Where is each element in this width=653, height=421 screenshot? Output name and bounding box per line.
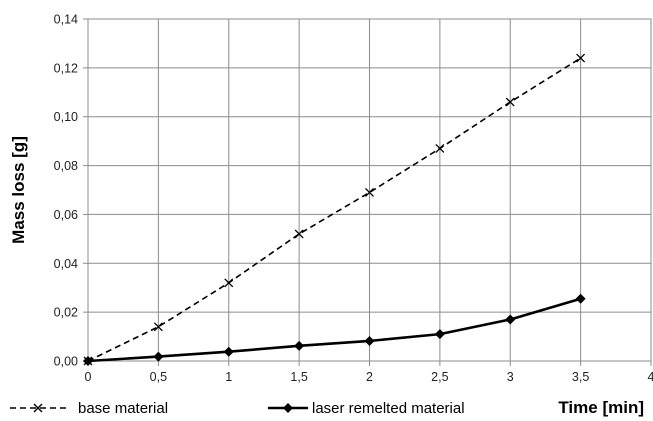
legend-item-base-material: base material (10, 400, 168, 417)
data-point-laser-remelted-material (83, 356, 93, 366)
marker-x-stroke (294, 229, 304, 239)
marker-x-stroke (224, 278, 234, 288)
x-tick-label: 0,5 (150, 370, 167, 384)
data-point-base-material (224, 278, 234, 288)
y-tick-label: 0,06 (54, 208, 78, 222)
data-point-laser-remelted-material (223, 346, 234, 357)
data-point-laser-remelted-material (153, 351, 164, 362)
y-tick-label: 0,10 (54, 110, 78, 124)
series-base-material (83, 53, 586, 366)
y-axis-tick-labels: 0,00 0,02 0,04 0,06 0,08 0,10 0,12 0,14 (54, 13, 78, 369)
marker-x-stroke (365, 187, 374, 197)
y-axis-title: Mass loss [g] (9, 136, 28, 244)
marker-x-stroke (153, 322, 163, 332)
chart-legend: base material laser remelted material (10, 400, 465, 417)
legend-item-laser-remelted-material: laser remelted material (268, 400, 465, 417)
legend-marker-laser-remelted-material (283, 403, 293, 413)
data-point-laser-remelted-material (434, 329, 445, 340)
chart-grid (83, 18, 652, 366)
x-tick-label: 0 (85, 370, 92, 384)
x-tick-label: 4 (648, 370, 653, 384)
y-tick-label: 0,02 (54, 306, 78, 320)
marker-x-stroke (435, 144, 445, 153)
x-axis-tick-labels: 0 0,5 1 1,5 2 2,5 3 3,5 4 (85, 370, 653, 384)
x-tick-label: 3 (507, 370, 514, 384)
y-tick-label: 0,04 (54, 257, 78, 271)
x-tick-label: 1 (225, 370, 232, 384)
y-tick-label: 0,12 (54, 61, 78, 75)
data-point-laser-remelted-material (505, 314, 516, 325)
data-point-base-material (435, 144, 445, 153)
data-point-base-material (365, 187, 374, 197)
x-tick-label: 3,5 (572, 370, 589, 384)
legend-label-laser-remelted-material: laser remelted material (312, 400, 465, 417)
plot-area-frame (87, 18, 652, 362)
data-point-laser-remelted-material (364, 335, 375, 346)
series-layer (83, 53, 586, 366)
series-line-laser-remelted-material (87, 297, 581, 363)
y-tick-label: 0,00 (54, 355, 78, 369)
data-point-laser-remelted-material (575, 293, 586, 304)
x-tick-label: 2 (366, 370, 373, 384)
marker-x-stroke (33, 403, 43, 413)
marker-x-stroke (505, 97, 515, 107)
series-line-base-material (87, 57, 582, 362)
legend-label-base-material: base material (78, 400, 168, 417)
y-tick-label: 0,08 (54, 159, 78, 173)
y-tick-label: 0,14 (54, 13, 78, 27)
data-point-base-material (153, 322, 163, 332)
series-laser-remelted-material (83, 293, 586, 366)
data-point-base-material (294, 229, 304, 239)
legend-swatch-base-material (10, 403, 66, 413)
data-point-base-material (505, 97, 515, 107)
legend-swatch-laser-remelted-material (268, 403, 308, 413)
data-point-base-material (576, 53, 586, 63)
data-point-laser-remelted-material (294, 340, 305, 351)
x-axis-title: Time [min] (558, 398, 644, 417)
legend-marker-base-material (33, 403, 43, 413)
marker-x-stroke (576, 53, 586, 63)
x-tick-label: 1,5 (290, 370, 307, 384)
x-tick-label: 2,5 (431, 370, 448, 384)
